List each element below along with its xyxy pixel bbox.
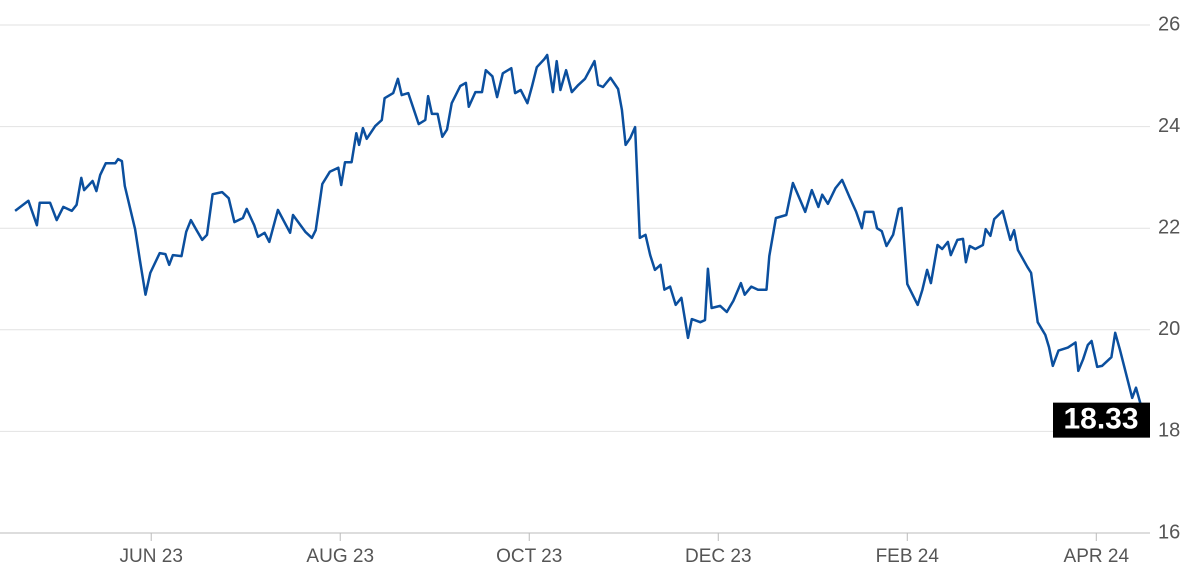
x-tick-label: DEC 23 <box>685 546 752 567</box>
x-tick-label: AUG 23 <box>306 546 374 567</box>
badge-background <box>1053 402 1150 438</box>
y-tick-label: 16 <box>1158 521 1180 543</box>
last-value-badge: 18.33 <box>1053 403 1150 438</box>
price-line <box>14 53 1145 415</box>
x-tick-label: JUN 23 <box>120 546 183 567</box>
x-tick-label: OCT 23 <box>496 546 562 567</box>
x-tick-label: APR 24 <box>1064 546 1130 567</box>
y-tick-label: 24 <box>1158 115 1180 137</box>
y-tick-label: 18 <box>1158 420 1180 442</box>
y-tick-label: 26 <box>1158 13 1180 35</box>
y-tick-label: 22 <box>1158 216 1180 238</box>
y-tick-label: 20 <box>1158 318 1180 340</box>
x-tick-label: FEB 24 <box>876 546 940 567</box>
last-value-label: 18.33 <box>1063 403 1138 436</box>
